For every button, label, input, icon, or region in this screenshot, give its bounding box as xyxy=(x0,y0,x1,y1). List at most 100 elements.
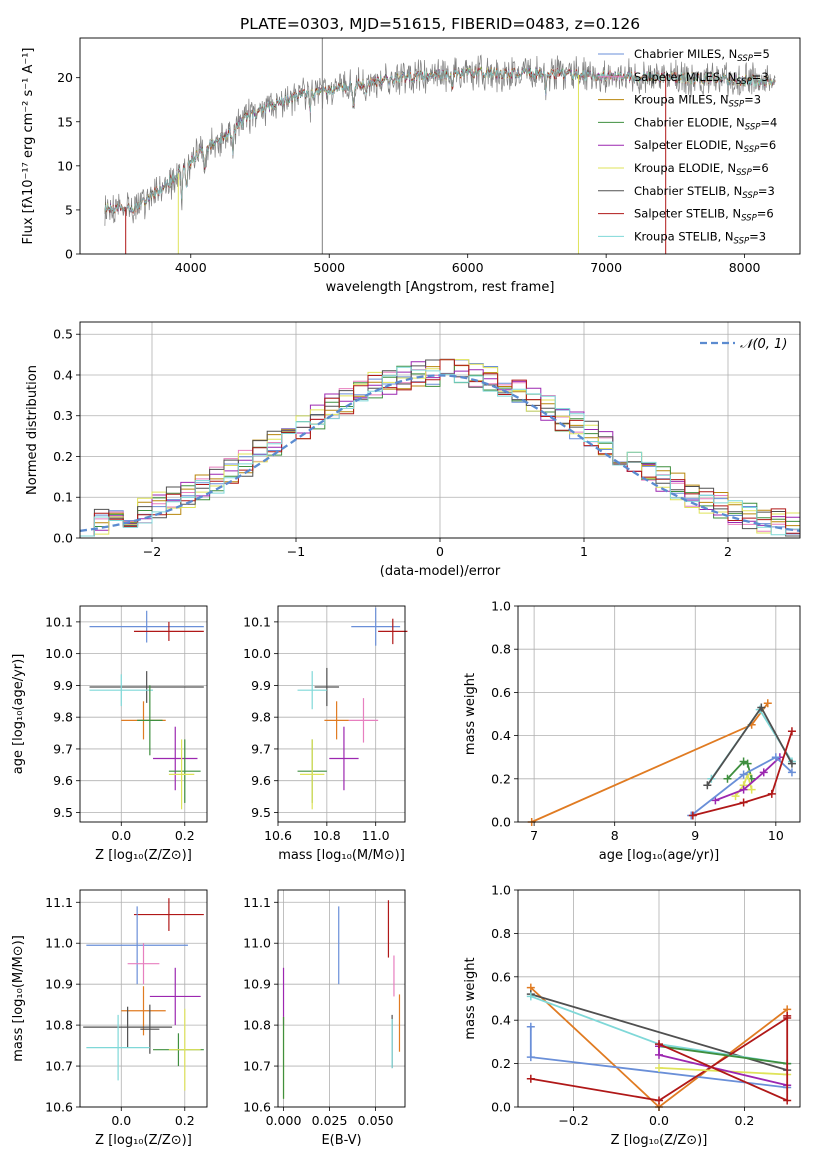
mass-weight-vs-metallicity-panel: −0.2 0.0 0.2 0.0 0.2 0.4 0.6 0.8 1.0 Z [log₁₀(Z/Z… xyxy=(463,883,801,1148)
mass-vs-metallicity-panel: 0.0 0.2 10.6 10.7 10.8 10.9 11.0 11.1 Z [log₁₀(Z… xyxy=(11,889,208,1148)
y-tick-label: 0.4 xyxy=(53,367,73,382)
y-tick-label: 1.0 xyxy=(491,883,511,898)
x-tick-label: −0.2 xyxy=(558,1113,588,1128)
spectrum-lines xyxy=(104,38,776,254)
legend-entry-name: Chabrier ELODIE, N xyxy=(634,115,745,129)
legend-entry-subscript: SSP xyxy=(741,214,757,224)
weight-point-marker xyxy=(783,1096,792,1105)
x-tick-label: 0 xyxy=(436,544,444,559)
x-tick-label: −2 xyxy=(143,544,161,559)
weight-point-marker xyxy=(655,1096,663,1105)
weight-series-line xyxy=(715,756,781,802)
y-tick-label: 10.6 xyxy=(45,1100,73,1115)
x-axis-label: Z [log₁₀(Z/Z⊙)] xyxy=(95,1133,192,1148)
y-tick-label: 9.8 xyxy=(53,710,73,725)
y-tick-label: 10.9 xyxy=(243,977,271,992)
weight-point-marker xyxy=(739,770,748,779)
weight-point-marker xyxy=(747,785,756,794)
axes-frame xyxy=(79,37,801,255)
x-axis-label: mass [log₁₀(M/M⊙)] xyxy=(278,848,405,863)
legend-entry-name: Chabrier MILES, N xyxy=(634,47,737,61)
y-tick-label: 0.1 xyxy=(53,490,73,505)
y-tick-label: 9.9 xyxy=(53,678,73,693)
legend-entry-name: Kroupa ELODIE, N xyxy=(634,161,736,175)
legend-entry: Salpeter STELIB, NSSP=6 xyxy=(634,207,774,224)
y-tick-label: 0 xyxy=(65,247,73,262)
y-tick-label: 0.0 xyxy=(53,531,73,546)
y-tick-label: 10.1 xyxy=(45,614,73,629)
legend-entry-name: Salpeter STELIB, N xyxy=(634,207,741,221)
axes-frame xyxy=(277,889,406,1108)
normal-distribution-curve xyxy=(79,374,801,533)
x-tick-label: 4000 xyxy=(175,260,207,275)
weight-point-marker xyxy=(711,796,720,805)
weight-point-marker xyxy=(526,1074,535,1083)
legend-entry-subscript: SSP xyxy=(729,100,745,110)
y-tick-label: 10.0 xyxy=(243,646,271,661)
y-tick-label: 10.6 xyxy=(243,1100,271,1115)
y-tick-label: 0.0 xyxy=(491,815,511,830)
y-tick-label: 10 xyxy=(57,158,73,173)
legend-entry-name: Chabrier STELIB, N xyxy=(634,184,742,198)
age-vs-mass-panel: 10.6 10.8 11.0 9.5 9.6 9.7 9.8 9.9 10.0 10.1 mass … xyxy=(243,605,408,863)
weight-point-marker xyxy=(783,1011,792,1020)
y-tick-label: 0.8 xyxy=(491,642,511,657)
x-tick-label: 0.2 xyxy=(735,1113,755,1128)
legend-entry: Kroupa MILES, NSSP=3 xyxy=(634,93,761,110)
legend-entry: Chabrier ELODIE, NSSP=4 xyxy=(634,115,777,132)
legend-entry: Salpeter ELODIE, NSSP=6 xyxy=(634,138,776,155)
weight-series-line xyxy=(531,702,769,823)
legend-entry: Kroupa ELODIE, NSSP=6 xyxy=(634,161,769,178)
x-tick-label: 10.6 xyxy=(264,828,292,843)
y-tick-label: 9.7 xyxy=(251,741,271,756)
weight-point-marker xyxy=(757,703,766,712)
weight-point-marker xyxy=(723,774,732,783)
weight-point-marker xyxy=(759,768,768,777)
weight-point-marker xyxy=(703,781,712,790)
y-tick-label: 1.0 xyxy=(491,599,511,614)
x-tick-label: 1 xyxy=(580,544,588,559)
x-tick-label: 0.0 xyxy=(111,828,131,843)
legend-entry-value: =6 xyxy=(757,207,774,221)
legend-entry-value: =4 xyxy=(760,115,777,129)
x-tick-label: 7 xyxy=(530,828,538,843)
weight-point-marker xyxy=(739,798,748,807)
y-axis-label: age [log₁₀(age/yr)] xyxy=(11,654,26,775)
y-tick-label: 10.0 xyxy=(45,646,73,661)
weight-point-marker xyxy=(787,727,796,736)
weight-point-marker xyxy=(655,1063,663,1072)
x-tick-label: 8 xyxy=(611,828,619,843)
y-tick-label: 0.4 xyxy=(491,728,511,743)
axes-frame xyxy=(79,889,208,1108)
x-tick-label: 10 xyxy=(768,828,784,843)
y-tick-label: 5 xyxy=(65,202,73,217)
x-tick-label: 10.8 xyxy=(313,828,341,843)
weight-series-line xyxy=(658,1045,788,1065)
x-axis-label: Z [log₁₀(Z/Z⊙)] xyxy=(611,1133,708,1148)
y-tick-label: 0.2 xyxy=(491,1056,511,1071)
weight-series-line xyxy=(692,731,793,817)
legend-entry: Chabrier STELIB, NSSP=3 xyxy=(634,184,775,201)
figure-title: PLATE=0303, MJD=51615, FIBERID=0483, z=0… xyxy=(240,15,640,33)
y-tick-label: 11.1 xyxy=(45,895,73,910)
y-tick-label: 10.1 xyxy=(243,614,271,629)
weight-point-marker xyxy=(743,759,752,768)
x-tick-label: 0.050 xyxy=(358,1113,394,1128)
axes-frame xyxy=(277,605,406,823)
weight-series-line xyxy=(658,1067,788,1076)
legend-entry-value: =6 xyxy=(759,138,776,152)
y-tick-label: 10.9 xyxy=(45,977,73,992)
y-tick-label: 10.7 xyxy=(45,1059,73,1074)
weight-point-marker xyxy=(739,785,748,794)
legend-entry-value: =3 xyxy=(744,93,761,107)
y-tick-label: 11.1 xyxy=(243,895,271,910)
legend-entry-value: =3 xyxy=(758,184,775,198)
legend-entry-value: =5 xyxy=(753,47,770,61)
legend-entry: Chabrier MILES, NSSP=5 xyxy=(634,47,770,64)
weight-series-line xyxy=(690,756,793,817)
mass-weight-vs-age-panel: 7 8 9 10 0.0 0.2 0.4 0.6 0.8 1.0 age [log₁₀(age/yr… xyxy=(463,599,801,863)
legend-entry: Kroupa STELIB, NSSP=3 xyxy=(634,229,766,246)
weight-point-marker xyxy=(526,1022,535,1031)
legend-entry-subscript: SSP xyxy=(736,168,752,178)
